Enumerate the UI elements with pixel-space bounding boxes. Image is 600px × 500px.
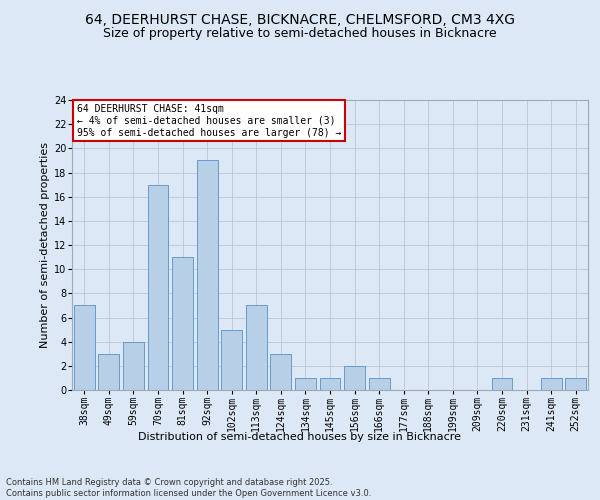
Bar <box>221 330 242 390</box>
Bar <box>197 160 218 390</box>
Text: 64 DEERHURST CHASE: 41sqm
← 4% of semi-detached houses are smaller (3)
95% of se: 64 DEERHURST CHASE: 41sqm ← 4% of semi-d… <box>77 104 341 138</box>
Bar <box>271 354 292 390</box>
Bar <box>368 378 389 390</box>
Bar <box>491 378 512 390</box>
Bar <box>148 184 169 390</box>
Bar <box>320 378 340 390</box>
Bar <box>123 342 144 390</box>
Y-axis label: Number of semi-detached properties: Number of semi-detached properties <box>40 142 50 348</box>
Bar <box>295 378 316 390</box>
Text: 64, DEERHURST CHASE, BICKNACRE, CHELMSFORD, CM3 4XG: 64, DEERHURST CHASE, BICKNACRE, CHELMSFO… <box>85 12 515 26</box>
Bar <box>541 378 562 390</box>
Text: Size of property relative to semi-detached houses in Bicknacre: Size of property relative to semi-detach… <box>103 28 497 40</box>
Text: Contains HM Land Registry data © Crown copyright and database right 2025.
Contai: Contains HM Land Registry data © Crown c… <box>6 478 371 498</box>
Bar <box>74 306 95 390</box>
Bar <box>565 378 586 390</box>
Bar <box>344 366 365 390</box>
Text: Distribution of semi-detached houses by size in Bicknacre: Distribution of semi-detached houses by … <box>139 432 461 442</box>
Bar <box>172 257 193 390</box>
Bar <box>246 306 267 390</box>
Bar <box>98 354 119 390</box>
